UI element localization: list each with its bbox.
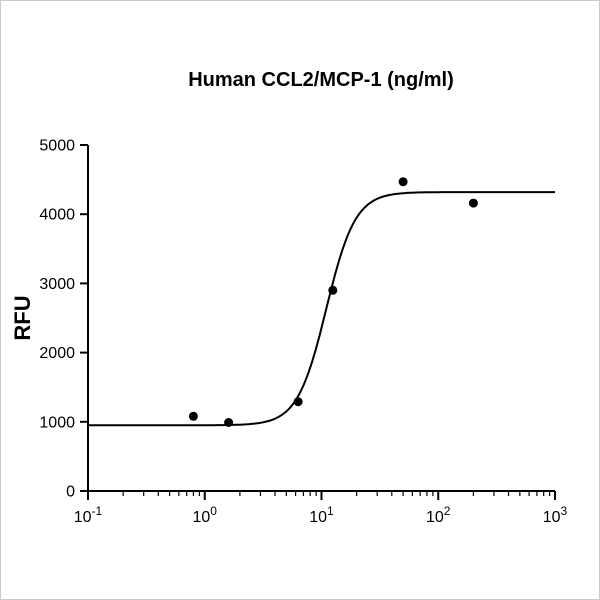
data-point [468, 198, 478, 208]
y-tick-label: 0 [66, 484, 75, 501]
x-tick-label: 10-1 [74, 504, 103, 526]
y-axis-label: RFU [10, 295, 35, 340]
y-tick-label: 2000 [39, 345, 75, 362]
y-tick-label: 3000 [39, 276, 75, 293]
x-tick-label: 100 [193, 504, 218, 526]
data-point [224, 418, 234, 427]
data-point [188, 411, 198, 421]
x-tick-label: 103 [543, 504, 568, 526]
y-tick-label: 1000 [39, 414, 75, 431]
y-tick-label: 4000 [39, 207, 75, 224]
chart-title: Human CCL2/MCP-1 (ng/ml) [188, 69, 454, 91]
data-point [398, 177, 408, 187]
data-point [293, 397, 303, 407]
y-tick-label: 5000 [39, 138, 75, 155]
plot-area: 0 1000 2000 3000 4000 5000 10-1 100 101 102 103 [39, 138, 567, 527]
x-tick-label: 102 [426, 504, 451, 526]
fit-curve [88, 191, 555, 427]
data-point [328, 285, 338, 295]
x-tick-label: 101 [309, 504, 334, 526]
